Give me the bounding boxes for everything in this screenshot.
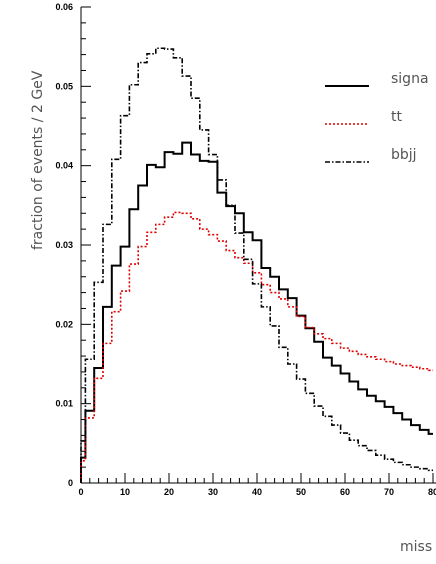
y-tick-label: 0.02 xyxy=(55,319,73,329)
x-tick-label: 70 xyxy=(384,487,394,497)
x-tick-label: 50 xyxy=(296,487,306,497)
series-layer xyxy=(80,47,433,483)
y-tick-label: 0 xyxy=(68,478,73,488)
x-tick-label: 60 xyxy=(340,487,350,497)
y-tick-label: 0.04 xyxy=(55,161,73,171)
legend: signa tt bbjj xyxy=(325,71,429,163)
axes: 0 0.01 0.02 0.03 0.04 0.05 0.06 0 10 20 30 40 50 60 70… xyxy=(55,2,436,497)
y-tick-label: 0.01 xyxy=(55,399,73,409)
x-tick-label: 10 xyxy=(120,487,130,497)
series-bbjj-line xyxy=(80,47,433,483)
legend-label-bbjj: bbjj xyxy=(391,147,417,163)
y-tick-label: 0.03 xyxy=(55,240,73,250)
legend-label-tt: tt xyxy=(391,109,402,125)
x-tick-label: 0 xyxy=(78,487,83,497)
x-tick-label: 20 xyxy=(164,487,174,497)
x-tick-label: 40 xyxy=(252,487,262,497)
y-axis-title: fraction of events / 2 GeV xyxy=(30,70,46,250)
series-signa-line xyxy=(80,141,433,483)
x-tick-label: 30 xyxy=(208,487,218,497)
x-axis-title: miss xyxy=(400,539,432,555)
y-tick-label: 0.06 xyxy=(55,2,73,12)
y-tick-label: 0.05 xyxy=(55,81,73,91)
series-tt-line xyxy=(80,211,433,483)
x-tick-label: 80 xyxy=(428,487,436,497)
legend-label-signa: signa xyxy=(391,71,429,87)
